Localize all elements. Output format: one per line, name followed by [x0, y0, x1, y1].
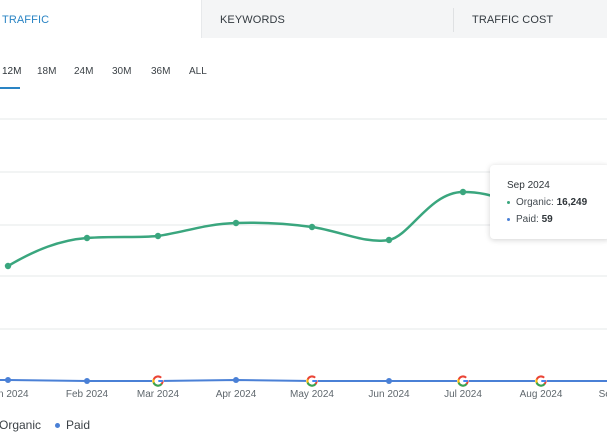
tooltip-title: Sep 2024 — [507, 180, 550, 191]
range-24m[interactable]: 24M — [74, 66, 94, 77]
tooltip-organic-label: Organic: — [516, 197, 554, 208]
organic-points — [4, 188, 467, 270]
x-label: Apr 2024 — [215, 389, 257, 400]
x-label: Aug 2024 — [519, 389, 563, 400]
google-update-icon[interactable] — [152, 375, 164, 387]
tab-separator — [201, 0, 202, 38]
tab-keywords[interactable]: KEYWORDS — [220, 14, 285, 26]
x-label: Jul 2024 — [444, 389, 482, 400]
paid-dot-icon — [507, 217, 510, 221]
tooltip-organic-row: Organic: 16,249 — [507, 197, 587, 208]
legend-organic-label: Organic — [0, 418, 42, 432]
range-18m[interactable]: 18M — [37, 66, 57, 77]
google-update-icon[interactable] — [535, 375, 547, 387]
tab-separator — [453, 8, 454, 32]
legend-paid[interactable]: Paid — [55, 418, 90, 432]
active-range-indicator — [0, 87, 20, 89]
organic-dot-icon — [507, 200, 510, 204]
tab-traffic-cost[interactable]: TRAFFIC COST — [472, 14, 554, 26]
tooltip-paid-value: 59 — [541, 214, 553, 225]
x-label: May 2024 — [290, 389, 334, 400]
tooltip-paid-row: Paid: 59 — [507, 214, 553, 225]
chart-tooltip: Sep 2024 Organic: 16,249 Paid: 59 — [490, 165, 607, 239]
paid-line — [0, 378, 607, 382]
tooltip-paid-label: Paid: — [516, 214, 539, 225]
x-label: Sep 2024 — [598, 389, 607, 400]
range-30m[interactable]: 30M — [112, 66, 132, 77]
x-label: Mar 2024 — [136, 389, 180, 400]
x-label: Jun 2024 — [368, 389, 410, 400]
google-update-icon[interactable] — [457, 375, 469, 387]
range-36m[interactable]: 36M — [151, 66, 171, 77]
range-all[interactable]: ALL — [189, 66, 207, 77]
range-12m[interactable]: 12M — [2, 66, 22, 77]
x-label: Jan 2024 — [0, 389, 29, 400]
paid-legend-dot — [55, 423, 60, 429]
legend-paid-label: Paid — [66, 418, 91, 432]
tab-bar: TRAFFIC KEYWORDS TRAFFIC COST — [0, 0, 607, 38]
x-label: Feb 2024 — [65, 389, 109, 400]
tooltip-organic-value: 16,249 — [556, 197, 588, 208]
google-update-icon[interactable] — [306, 375, 318, 387]
paid-points — [5, 377, 392, 384]
tab-traffic[interactable]: TRAFFIC — [0, 0, 201, 38]
legend-organic[interactable]: Organic — [0, 418, 41, 432]
